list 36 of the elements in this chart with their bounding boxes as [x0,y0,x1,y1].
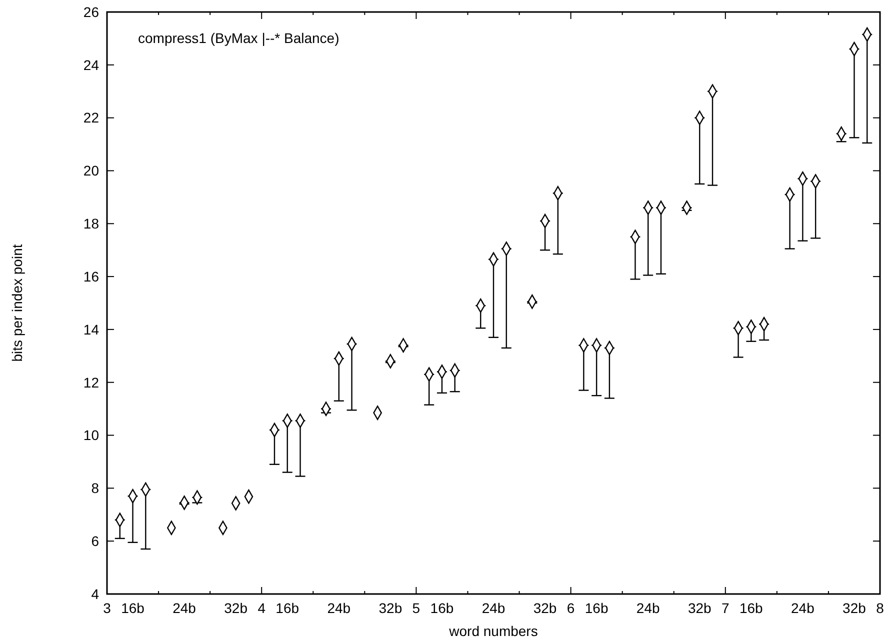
y-tick-label: 6 [91,532,100,549]
x-tick-label: 16b [430,600,454,616]
x-tick-label: 32b [533,600,557,616]
x-tick-label: 6 [566,600,575,616]
x-tick-label: 4 [258,600,266,616]
y-tick-label: 12 [83,374,100,390]
x-tick-label: 16b [584,600,608,616]
text: compress1 (ByMax |--* Balance) [138,30,340,46]
x-axis-title: word numbers [448,623,538,639]
x-tick-label: 5 [412,600,420,616]
x-tick-label: 16b [739,600,764,616]
y-tick-label: 8 [91,480,100,496]
y-tick-label: 14 [83,321,100,338]
y-tick-label: 18 [83,216,100,232]
y-tick-label: 10 [83,427,100,444]
x-tick-label: 24b [482,600,506,616]
x-tick-label: 24b [636,600,660,616]
y-tick-label: 4 [91,586,100,602]
y-tick-label: 16 [83,268,100,284]
x-tick-label: 32b [688,600,712,616]
y-tick-label: 22 [83,110,100,126]
x-tick-label: 16b [121,600,145,616]
x-tick-label: 16b [276,600,300,616]
x-tick-label: 8 [876,600,884,616]
y-tick-label: 20 [83,162,100,179]
y-axis-title: bits per index point [9,244,25,362]
y-tick-label: 26 [83,4,100,20]
x-tick-label: 32b [842,600,866,616]
x-tick-label: 32b [224,600,248,616]
x-tick-label: 24b [327,600,351,616]
y-tick-label: 24 [83,56,100,73]
x-tick-label: 32b [378,600,402,616]
x-tick-label: 7 [722,600,730,616]
x-tick-label: 24b [791,600,815,616]
x-tick-label: 24b [172,600,196,616]
x-tick-label: 3 [103,600,112,616]
